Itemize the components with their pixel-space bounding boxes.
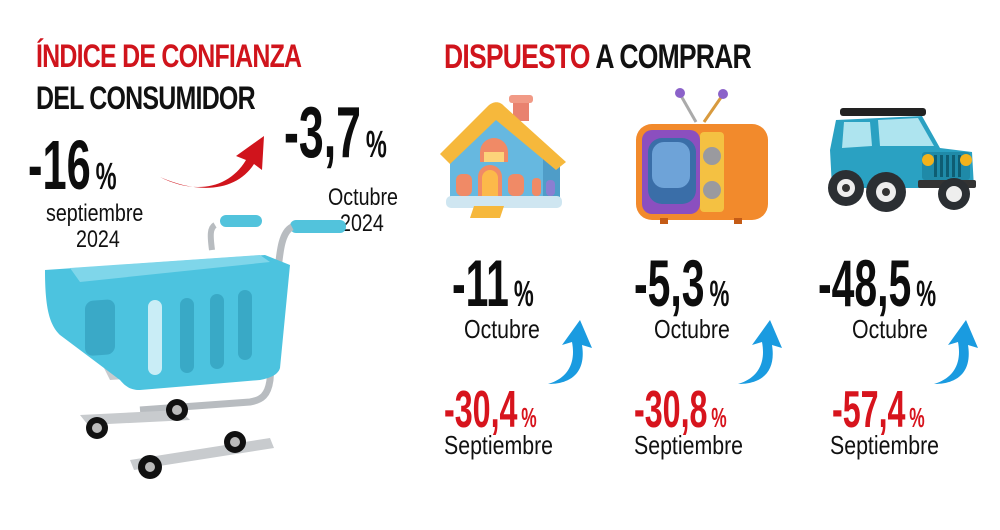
tv-september-value: -30,8% [634, 381, 727, 439]
red-curved-arrow-icon [160, 136, 264, 188]
jeep-icon [828, 108, 976, 212]
september-index-value: -16% [28, 126, 117, 204]
tv-september-label: Septiembre [634, 430, 744, 460]
confidence-index-title: ÍNDICE DE CONFIANZA [36, 38, 302, 74]
house-september-label: Septiembre [444, 430, 554, 460]
house-october-value: -11% [452, 246, 534, 320]
tv-october-value: -5,3% [634, 246, 730, 320]
house-icon [440, 95, 566, 218]
october-label: Octubre [328, 184, 399, 211]
car-september-value: -57,4% [832, 381, 925, 439]
house-september-value: -30,4% [444, 381, 537, 439]
blue-up-arrow-icon [738, 320, 782, 384]
october-year: 2024 [340, 210, 384, 237]
car-october-label: Octubre [852, 314, 928, 344]
consumer-subtitle: DEL CONSUMIDOR [36, 80, 256, 116]
tv-october-label: Octubre [654, 314, 730, 344]
television-icon [636, 88, 768, 224]
september-label: septiembre [46, 200, 144, 227]
shopping-cart-icon [45, 215, 346, 479]
car-october-value: -48,5% [818, 246, 937, 320]
willing-to-buy-title: DISPUESTO A COMPRAR [444, 38, 752, 76]
house-october-label: Octubre [464, 314, 540, 344]
car-september-label: Septiembre [830, 430, 940, 460]
october-index-value: -3,7% [284, 93, 387, 173]
blue-up-arrow-icon [934, 320, 978, 384]
september-year: 2024 [76, 226, 120, 253]
blue-up-arrow-icon [548, 320, 592, 384]
